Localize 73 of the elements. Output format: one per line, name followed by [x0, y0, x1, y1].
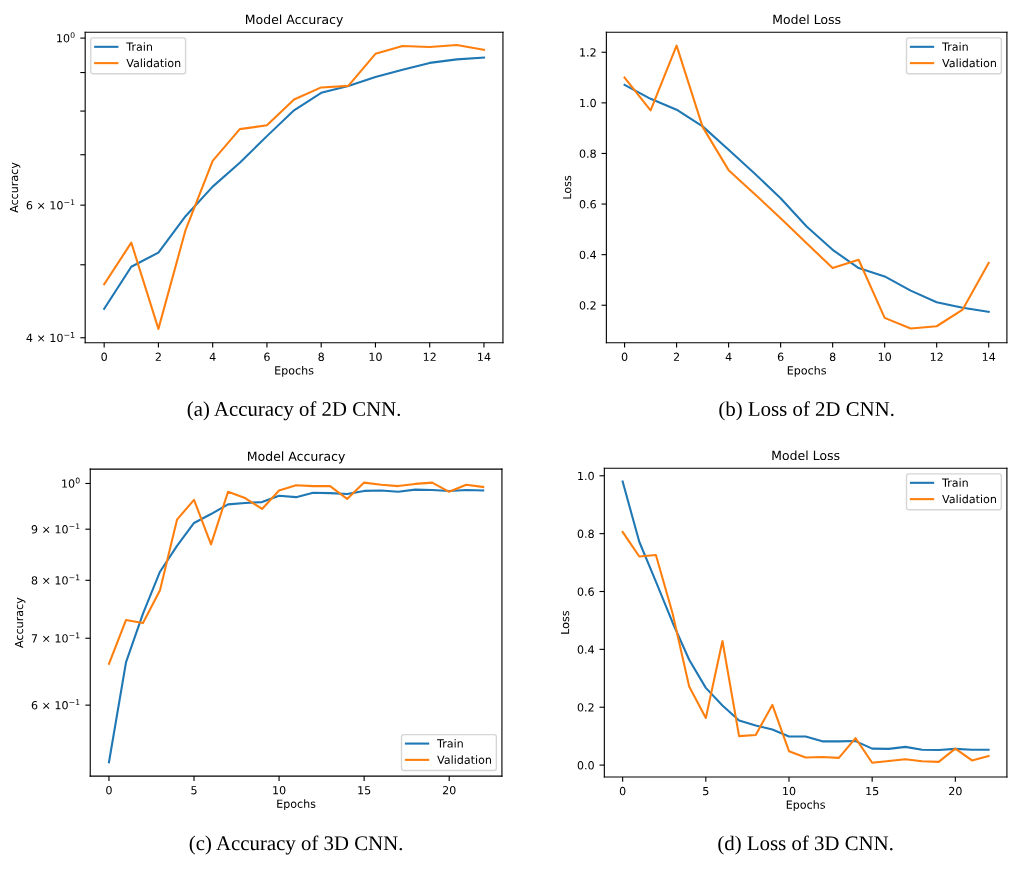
text: (d) Loss of 3D CNN.: [718, 835, 893, 855]
x-tick-label: 6: [264, 352, 270, 362]
x-tick-label: 8: [829, 352, 836, 362]
y-tick-label: 0.8: [577, 529, 594, 539]
legend-label: Train: [126, 42, 152, 51]
chart-title: Model Accuracy: [248, 451, 345, 464]
x-axis-title: Epochs: [277, 799, 316, 811]
x-tick-label: 14: [478, 352, 491, 361]
x-tick-label: 5: [703, 787, 709, 796]
x-tick-label: 4: [209, 352, 216, 361]
x-axis-title: Epochs: [275, 365, 314, 377]
line-series: [623, 83, 990, 313]
y-tick-label: 1.2: [580, 48, 596, 57]
x-tick-label: 5: [191, 786, 197, 795]
x-tick-label: 6: [777, 352, 784, 362]
y-tick-label: 1.0: [578, 471, 594, 481]
x-tick-label: 2: [673, 352, 680, 361]
x-tick-label: 4: [725, 352, 732, 361]
x-tick-label: 0: [101, 352, 107, 362]
y-tick-label: 0.2: [577, 703, 594, 712]
y-tick-label: 0.6: [579, 200, 596, 209]
x-tick-label: 10: [273, 786, 286, 795]
x-tick-label: 12: [930, 352, 943, 361]
legend-label: Validation: [942, 58, 996, 68]
legend-label: Validation: [437, 755, 491, 764]
text: (b) Loss of 2D CNN.: [719, 401, 894, 421]
legend-label: Train: [437, 739, 463, 748]
x-tick-label: 15: [866, 787, 879, 796]
x-tick-label: 12: [423, 352, 436, 361]
y-tick-label: 0.6: [577, 587, 594, 596]
y-axis-title: Loss: [560, 610, 570, 634]
y-tick-label: 10$^{0}$: [57, 32, 75, 43]
y-tick-label: 1.0: [580, 98, 596, 108]
y-tick-label: 6 × 10$^{−1}$: [26, 199, 75, 210]
x-tick-label: 10: [878, 352, 891, 362]
x-axis-title: Epochs: [787, 365, 826, 377]
chart-title: Model Accuracy: [246, 14, 343, 27]
legend-label: Train: [942, 478, 968, 487]
y-tick-label: 0.4: [577, 645, 594, 654]
y-axis-title: Accuracy: [9, 162, 21, 213]
y-tick-label: 8 × 10$^{−1}$: [31, 574, 80, 585]
x-axis-title: Epochs: [786, 800, 825, 811]
x-tick-label: 0: [106, 786, 112, 795]
y-axis-title: Accuracy: [15, 597, 26, 648]
line-series: [621, 530, 990, 764]
x-tick-label: 10: [369, 352, 382, 362]
y-tick-label: 9 × 10$^{−1}$: [31, 523, 80, 534]
text: (c) Accuracy of 3D CNN.: [189, 835, 403, 855]
y-tick-label: 6 × 10$^{−1}$: [31, 699, 80, 710]
y-tick-label: 10$^{0}$: [62, 477, 80, 488]
chart-title: Model Loss: [772, 450, 840, 461]
x-tick-label: 8: [318, 352, 324, 362]
y-tick-label: 4 × 10$^{−1}$: [26, 331, 75, 343]
y-tick-label: 0.8: [579, 149, 596, 158]
y-tick-label: 0.4: [579, 250, 597, 260]
line-series: [107, 481, 485, 665]
x-tick-label: 10: [783, 786, 796, 796]
x-tick-label: 14: [982, 352, 996, 361]
y-tick-label: 7 × 10$^{−1}$: [31, 632, 80, 643]
x-tick-label: 0: [621, 352, 628, 362]
y-axis-title: Loss: [563, 175, 572, 199]
x-tick-label: 20: [949, 786, 962, 796]
chart-title: Model Loss: [773, 14, 841, 25]
x-tick-label: 0: [619, 786, 626, 796]
legend-label: Train: [942, 42, 968, 51]
y-tick-label: 0.2: [579, 301, 596, 310]
x-tick-label: 2: [155, 352, 161, 361]
y-tick-label: 0.0: [577, 761, 594, 770]
x-tick-label: 20: [442, 786, 456, 795]
legend-label: Validation: [942, 494, 996, 504]
text: (a) Accuracy of 2D CNN.: [187, 401, 400, 421]
x-tick-label: 15: [358, 786, 371, 795]
legend-label: Validation: [126, 58, 181, 68]
